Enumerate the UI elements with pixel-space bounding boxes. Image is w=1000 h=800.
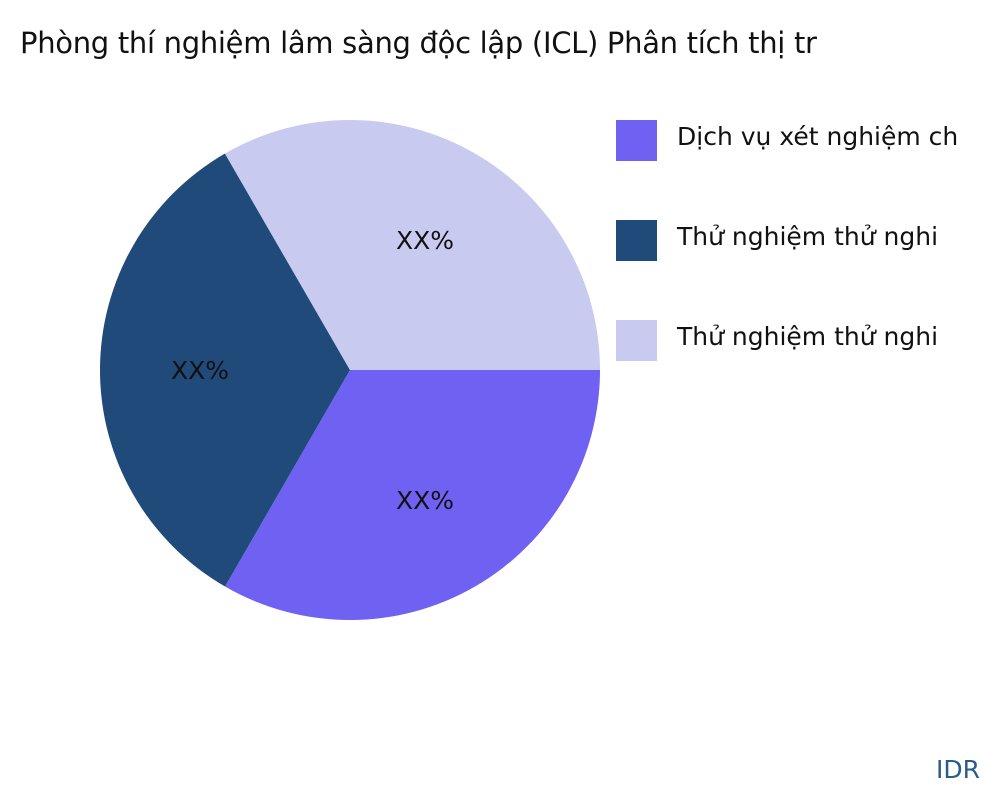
slice-data-label: XX% — [396, 226, 454, 255]
chart-title: Phòng thí nghiệm lâm sàng độc lập (ICL) … — [20, 26, 817, 60]
legend-swatch — [616, 220, 657, 261]
legend-swatch — [616, 320, 657, 361]
pie-slice — [224, 119, 601, 371]
legend-label: Thử nghiệm thử nghi — [677, 222, 939, 251]
legend-swatch — [616, 120, 657, 161]
brand-logo-text: IDR — [936, 755, 980, 784]
pie-slice — [225, 370, 600, 621]
slice-data-label: XX% — [396, 486, 454, 515]
pie-slice — [100, 153, 350, 587]
slice-data-label: XX% — [171, 356, 229, 385]
legend-label: Dịch vụ xét nghiệm ch — [677, 122, 959, 151]
legend-label: Thử nghiệm thử nghi — [677, 322, 939, 351]
